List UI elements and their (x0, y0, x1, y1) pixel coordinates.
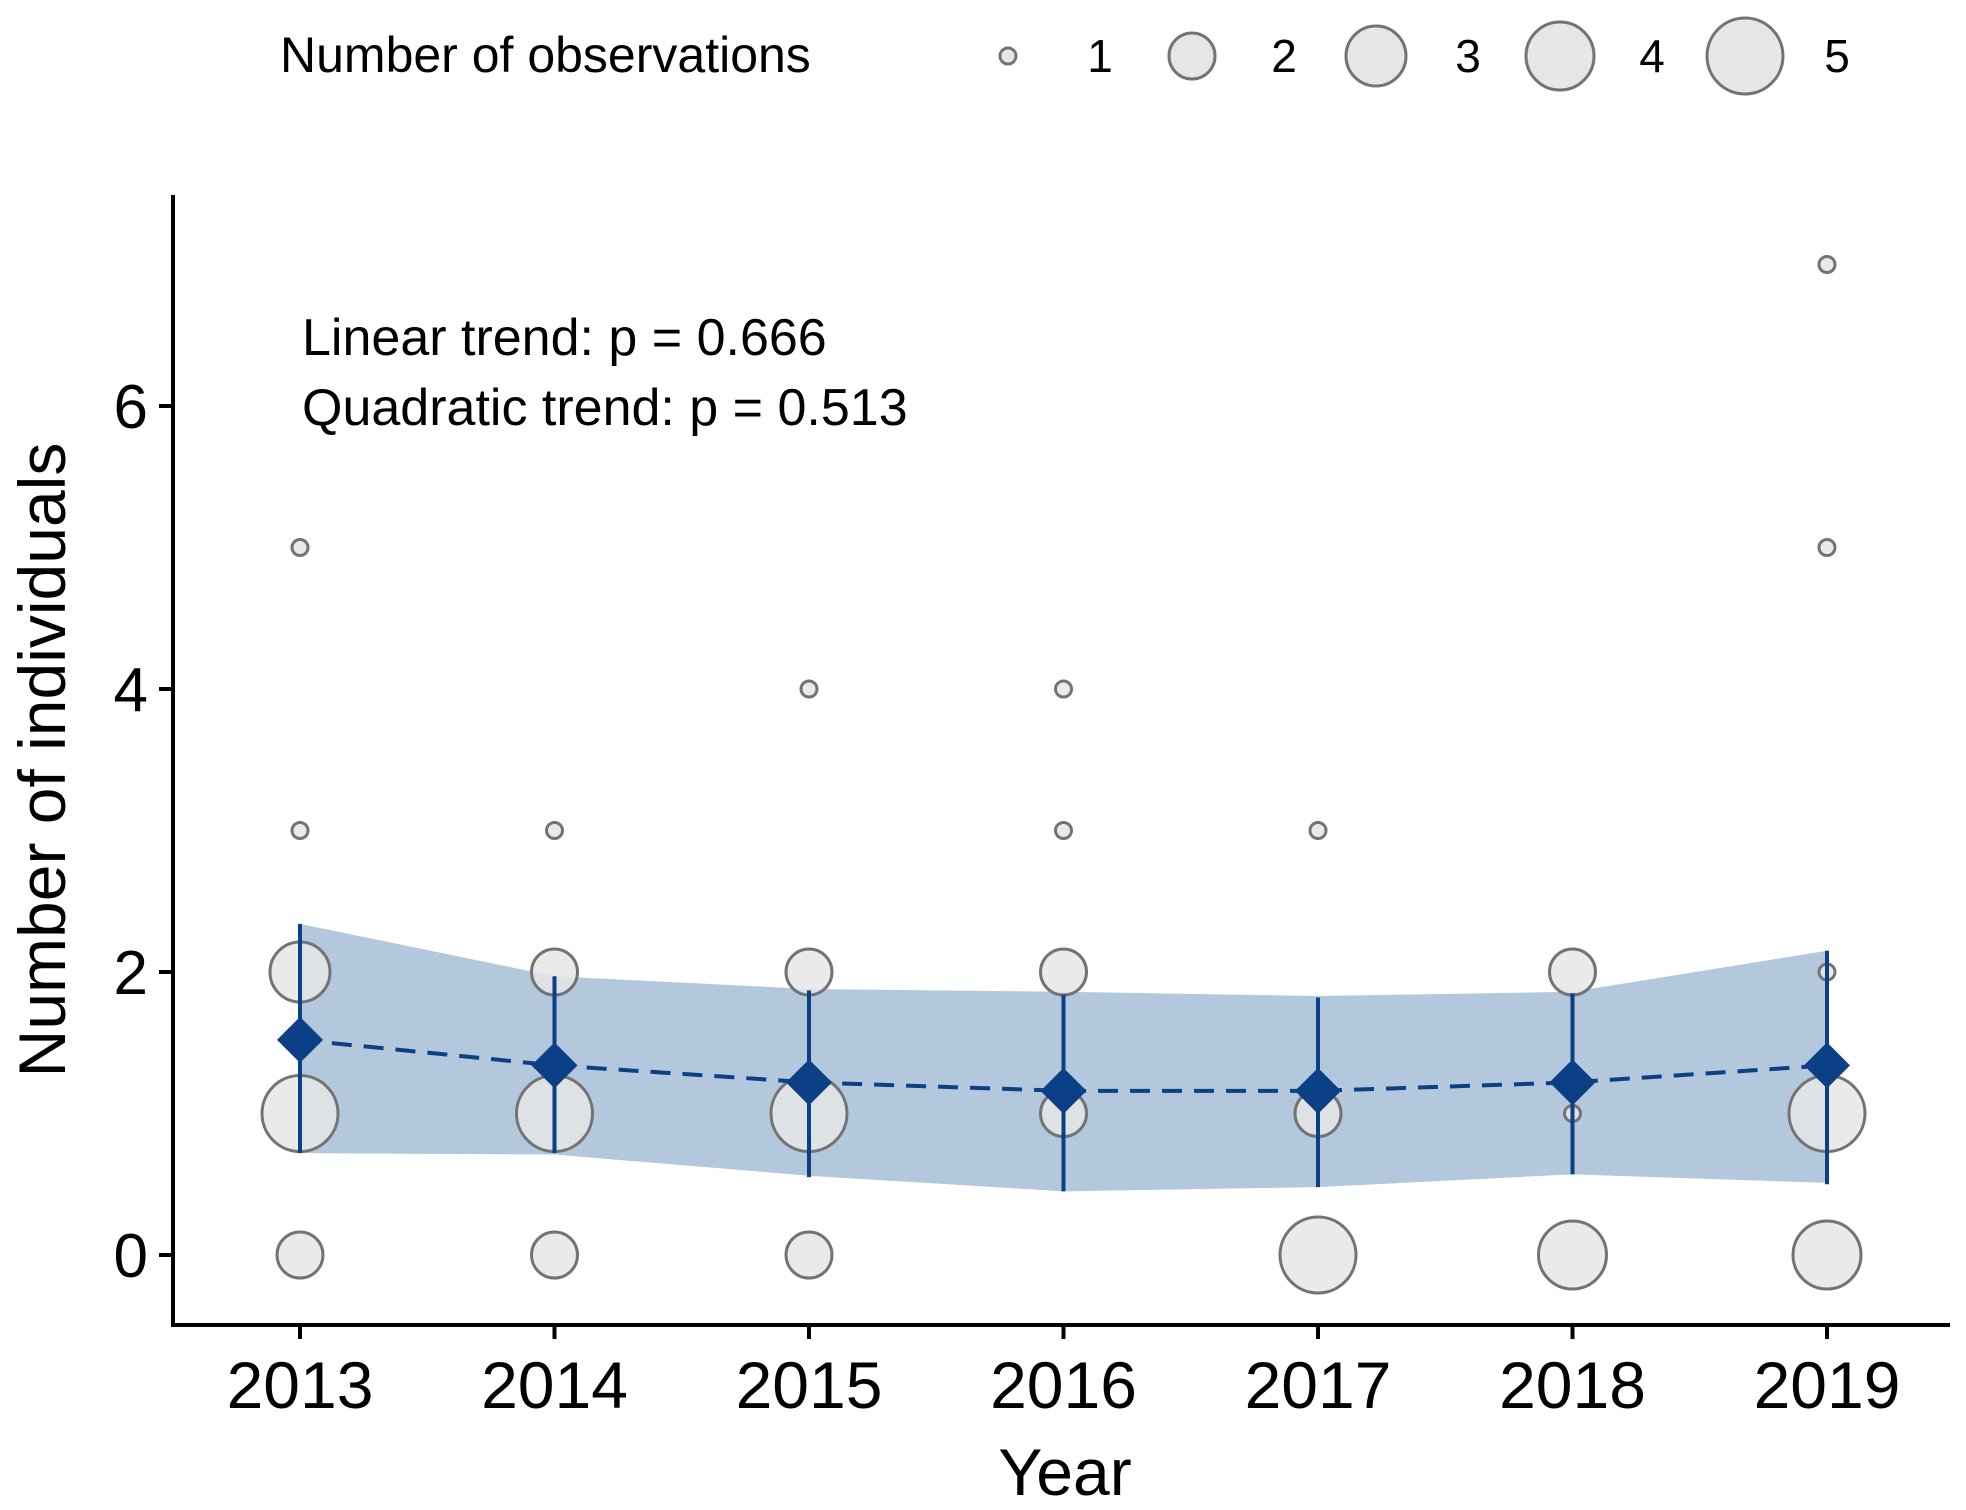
observation-bubble-2016-3 (1054, 821, 1073, 840)
observation-bubble-2016-2 (1039, 947, 1088, 997)
x-tick-label-2016: 2016 (990, 1348, 1137, 1422)
mean-marker-2016 (1040, 1067, 1087, 1114)
legend-label-5: 5 (1824, 30, 1850, 82)
observation-bubble-2015-2 (784, 947, 834, 997)
legend-label-2: 2 (1271, 30, 1297, 82)
observation-bubble-2013-5 (290, 538, 310, 557)
observation-bubble-2019-0 (1791, 1219, 1863, 1291)
legend-bubble-1 (998, 46, 1018, 66)
plot-area: 0 2 4 6 2013 2014 2015 2016 2017 2018 2019 (114, 195, 1950, 1422)
y-tick-label: 2 (114, 939, 148, 1008)
legend-label-1: 1 (1087, 30, 1113, 82)
y-axis-label: Number of individuals (5, 443, 79, 1078)
legend-label-3: 3 (1455, 30, 1481, 82)
observation-bubble-2017-3 (1308, 821, 1328, 840)
observation-bubble-2019-5 (1817, 538, 1837, 557)
linear-trend-annotation: Linear trend: p = 0.666 (302, 309, 827, 367)
mean-marker-2015 (786, 1059, 832, 1106)
mean-marker-2017 (1295, 1067, 1341, 1114)
mean-marker-2013 (277, 1016, 323, 1063)
x-tick-label-2014: 2014 (481, 1348, 628, 1422)
x-tick-label-2018: 2018 (1499, 1348, 1646, 1422)
observation-bubble-2017-0 (1278, 1215, 1358, 1295)
x-tick-label-2015: 2015 (736, 1348, 883, 1422)
observation-bubble-2015-4 (799, 679, 819, 699)
x-tick-label-2017: 2017 (1245, 1348, 1392, 1422)
mean-marker-2014 (531, 1042, 578, 1089)
observation-bubble-2015-0 (784, 1230, 834, 1280)
legend-bubble-3 (1344, 24, 1408, 88)
size-legend: Number of observations 1 2 3 4 5 (280, 16, 1850, 96)
y-tick-label: 0 (114, 1222, 148, 1291)
quadratic-trend-annotation: Quadratic trend: p = 0.513 (302, 379, 908, 437)
y-tick-label: 4 (114, 656, 148, 725)
legend-bubble-4 (1524, 20, 1596, 92)
y-tick-label: 6 (114, 373, 148, 442)
observation-bubble-2014-0 (530, 1230, 579, 1280)
legend-bubble-5 (1705, 16, 1785, 96)
x-tick-label-2019: 2019 (1754, 1348, 1901, 1422)
observation-bubble-2019-7 (1817, 255, 1837, 274)
legend-bubble-2 (1167, 31, 1217, 81)
observation-bubble-2013-0 (275, 1230, 325, 1280)
mean-marker-2019 (1804, 1042, 1850, 1089)
observation-bubble-2018-2 (1548, 947, 1597, 997)
observation-bubble-2018-0 (1537, 1219, 1608, 1291)
legend-title: Number of observations (280, 27, 811, 83)
observation-bubble-2016-4 (1054, 679, 1073, 699)
legend-label-4: 4 (1639, 30, 1665, 82)
x-tick-label-2013: 2013 (227, 1348, 374, 1422)
observation-bubble-2014-3 (545, 821, 564, 840)
observation-bubble-2013-3 (290, 821, 310, 840)
mean-marker-2018 (1549, 1059, 1596, 1106)
x-axis-label: Year (998, 1435, 1131, 1509)
